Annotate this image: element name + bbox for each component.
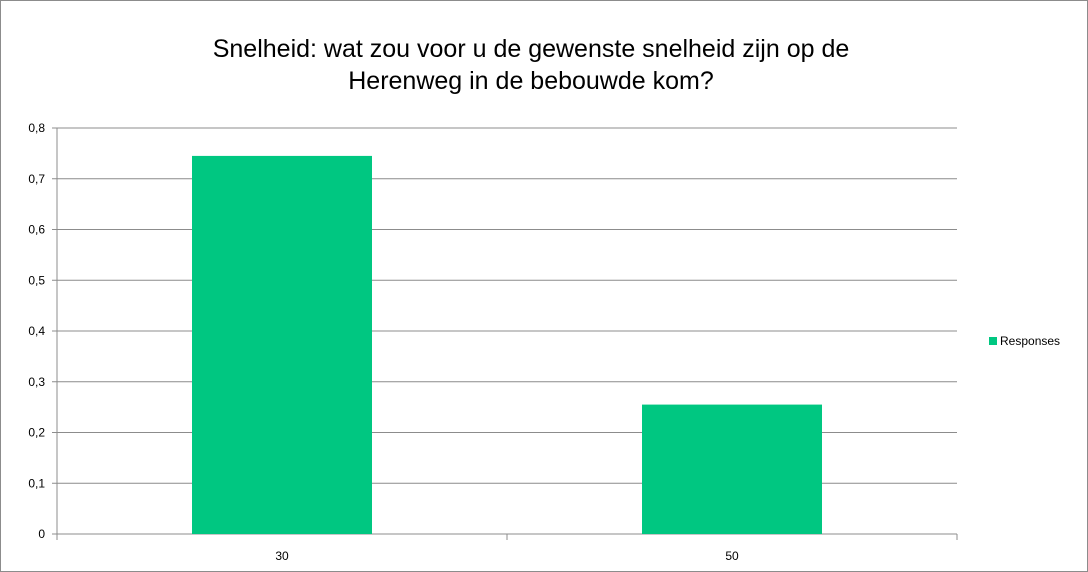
bar bbox=[642, 404, 822, 534]
y-tick-label: 0,8 bbox=[28, 121, 45, 135]
legend-label: Responses bbox=[1000, 334, 1061, 348]
x-tick-label: 30 bbox=[275, 549, 289, 563]
y-tick-label: 0,3 bbox=[28, 375, 45, 389]
chart-legend: Responses bbox=[989, 334, 1060, 348]
legend-swatch bbox=[989, 337, 997, 345]
bar bbox=[192, 155, 372, 534]
chart-title: Snelheid: wat zou voor u de gewenste sne… bbox=[212, 35, 850, 95]
y-tick-label: 0,2 bbox=[28, 426, 45, 440]
y-tick-label: 0,5 bbox=[28, 273, 45, 287]
y-tick-label: 0,6 bbox=[28, 223, 45, 237]
y-tick-label: 0,7 bbox=[28, 172, 45, 186]
x-tick-label: 50 bbox=[725, 549, 739, 563]
y-tick-label: 0,1 bbox=[28, 476, 45, 490]
y-tick-label: 0 bbox=[38, 527, 45, 541]
y-tick-label: 0,4 bbox=[28, 324, 45, 338]
